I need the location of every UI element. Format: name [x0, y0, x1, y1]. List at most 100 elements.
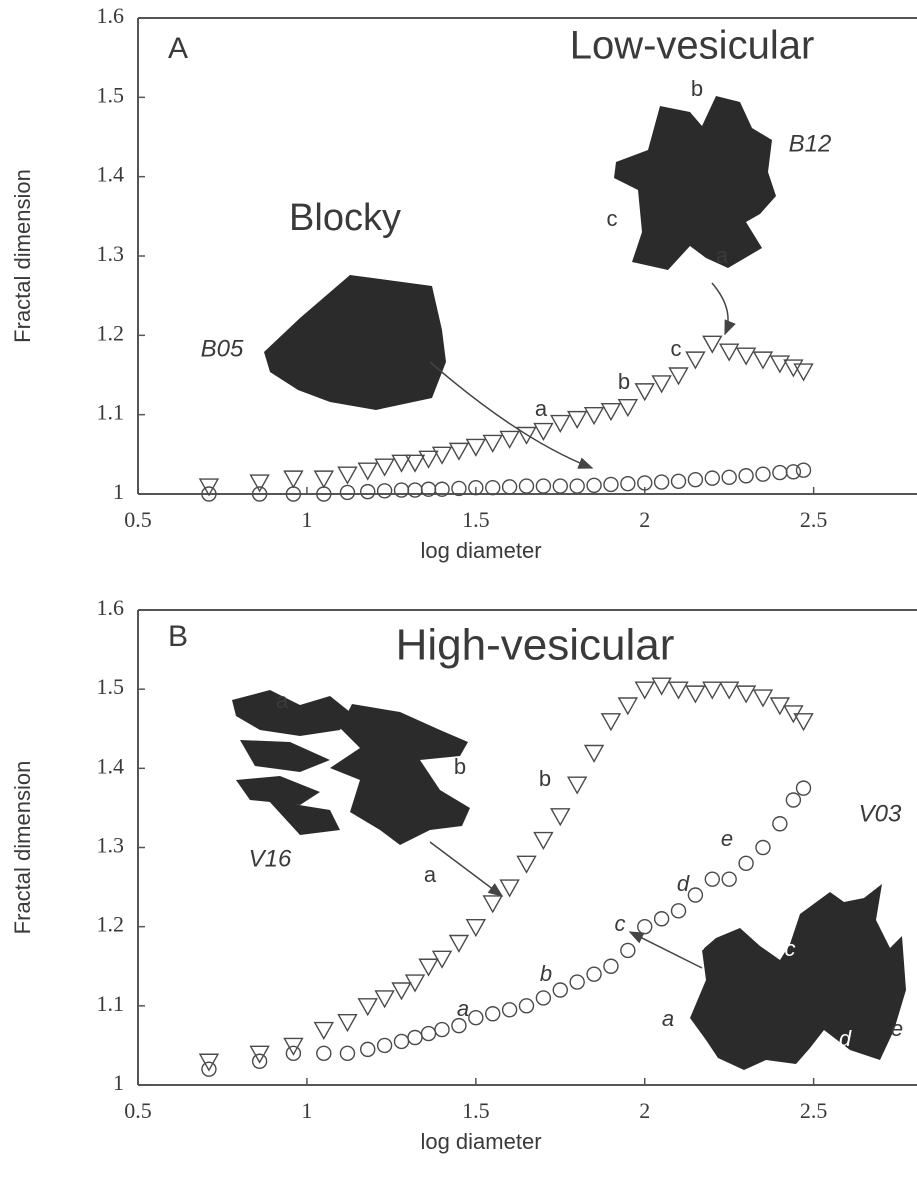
point: [251, 486, 268, 502]
point: [376, 483, 393, 499]
y-tick-label: 1.5: [97, 82, 125, 107]
annotation: b: [691, 76, 703, 101]
point: [391, 454, 412, 473]
point: [772, 816, 788, 832]
heading: Blocky: [289, 197, 401, 239]
point: [374, 990, 395, 1009]
point: [785, 464, 802, 480]
point: [376, 1037, 393, 1054]
point: [448, 442, 470, 461]
annotation: a: [535, 396, 548, 421]
y-tick-label: 1.1: [97, 991, 125, 1016]
point: [795, 462, 812, 478]
point: [501, 1002, 518, 1018]
point: [451, 1017, 467, 1034]
point: [418, 450, 439, 469]
point: [434, 1021, 450, 1038]
point: [404, 454, 426, 473]
y-tick-label: 1.3: [97, 241, 125, 266]
x-tick-label: 1.5: [462, 507, 490, 532]
point: [339, 484, 356, 501]
x-tick-label: 1: [301, 507, 312, 532]
point: [535, 990, 552, 1006]
annotation: c: [607, 206, 618, 231]
point: [793, 363, 814, 382]
x-tick-label: 2.5: [800, 1098, 828, 1123]
point: [653, 474, 670, 490]
point: [795, 780, 812, 796]
point: [393, 1033, 410, 1050]
point: [735, 347, 757, 366]
x-tick-label: 2: [639, 507, 650, 532]
point: [718, 343, 740, 362]
point: [569, 974, 585, 990]
annotation: a: [276, 688, 289, 713]
point: [634, 681, 655, 700]
point: [603, 476, 619, 493]
y-tick-label: 1.4: [97, 162, 125, 187]
point: [586, 966, 602, 982]
point: [468, 479, 484, 496]
y-tick-label: 1.4: [97, 753, 125, 778]
point: [418, 958, 439, 977]
point: [360, 483, 376, 500]
point: [586, 477, 602, 493]
y-tick-label: 1.2: [97, 320, 125, 345]
point: [569, 478, 585, 494]
point: [752, 689, 774, 708]
point: [637, 475, 653, 491]
point: [283, 1037, 304, 1056]
series-label: V03: [859, 800, 902, 827]
point: [702, 335, 723, 354]
point: [687, 472, 704, 488]
point: [201, 486, 217, 502]
point: [357, 998, 378, 1017]
point: [249, 1045, 270, 1064]
point: [668, 681, 689, 700]
x-axis-title: log diameter: [420, 1129, 541, 1154]
point: [198, 478, 220, 497]
point: [752, 351, 774, 370]
point: [374, 458, 395, 477]
annotation: b: [539, 766, 551, 791]
point: [651, 677, 672, 696]
annotation: a: [716, 243, 729, 268]
point: [769, 355, 791, 374]
point: [485, 1006, 501, 1022]
point: [201, 1061, 217, 1077]
silhouette-b12: [614, 96, 776, 270]
point: [583, 744, 605, 763]
point: [721, 871, 737, 887]
point: [685, 685, 706, 704]
point: [516, 426, 537, 445]
point: [583, 406, 605, 426]
point: [793, 713, 814, 732]
annotation: b: [540, 961, 552, 986]
point: [198, 1053, 220, 1072]
point: [702, 681, 723, 700]
point: [404, 974, 426, 993]
point: [313, 1021, 335, 1041]
point: [670, 903, 687, 919]
point: [637, 918, 653, 935]
point: [501, 479, 518, 495]
heading: Low-vesicular: [570, 24, 815, 68]
y-tick-label: 1: [113, 479, 124, 504]
point: [600, 713, 622, 732]
point: [634, 383, 655, 402]
point: [465, 918, 487, 938]
point: [603, 958, 619, 974]
y-tick-label: 1.3: [97, 833, 125, 858]
y-axis-title: Fractal dimension: [10, 761, 35, 935]
point: [651, 375, 672, 394]
series-label: V16: [249, 845, 292, 872]
point: [552, 982, 568, 998]
point: [451, 480, 467, 497]
point: [482, 895, 503, 914]
y-tick-label: 1.5: [97, 674, 125, 699]
point: [518, 998, 535, 1014]
point: [434, 481, 450, 497]
point: [357, 462, 378, 481]
